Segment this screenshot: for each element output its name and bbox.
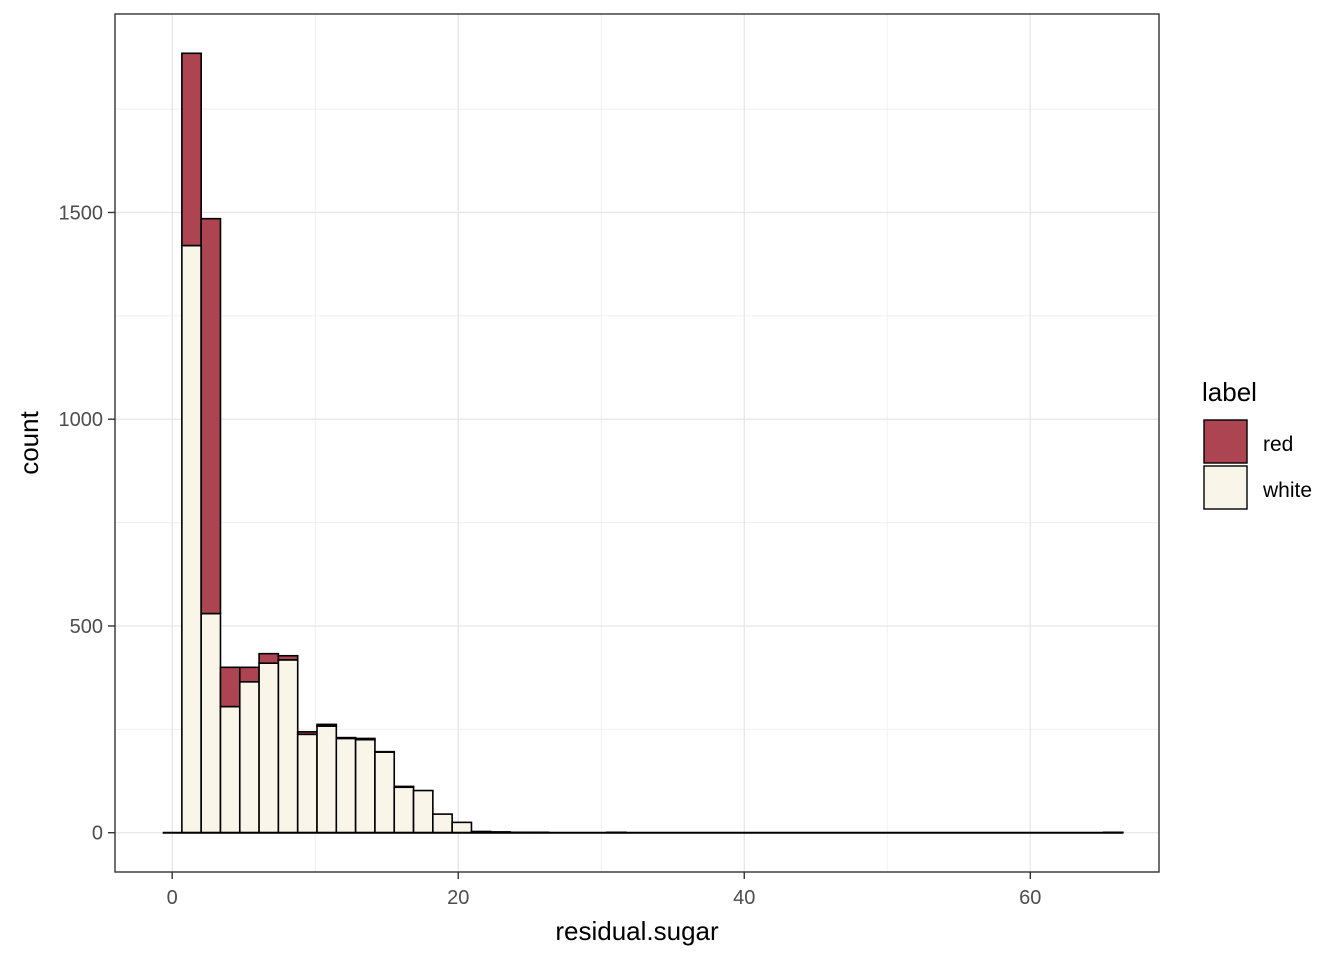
y-tick-label: 500	[70, 616, 103, 638]
bar-white	[316, 725, 338, 834]
bar-red	[238, 666, 260, 683]
bar-white	[181, 244, 202, 834]
y-tick-label: 1500	[59, 202, 104, 224]
panel-border	[114, 13, 1160, 873]
legend-label-red: red	[1263, 433, 1293, 456]
y-axis-title: count	[14, 410, 44, 474]
bar-red	[354, 737, 376, 741]
bar-white	[354, 738, 376, 834]
x-tick-label: 20	[447, 887, 469, 909]
bar-white	[335, 737, 357, 834]
bar-white	[412, 789, 434, 834]
y-axis: 0 500 1000 1500	[59, 202, 115, 845]
y-tick-label: 1000	[59, 409, 104, 431]
x-axis-title: residual.sugar	[555, 916, 719, 946]
bar-white	[432, 813, 453, 834]
x-tick-label: 60	[1019, 887, 1041, 909]
bar-red	[258, 652, 280, 664]
bar-red	[219, 666, 241, 708]
bar-white	[238, 680, 260, 834]
bar-white	[374, 751, 396, 834]
x-tick-label: 40	[733, 887, 755, 909]
bar-white	[277, 659, 299, 834]
bar-white	[451, 821, 473, 834]
bar-red	[335, 736, 357, 740]
legend: label red white	[1202, 377, 1312, 510]
bar-white	[393, 786, 415, 834]
bar-white	[296, 733, 318, 834]
bar-white	[200, 612, 222, 834]
x-tick-label: 0	[167, 887, 178, 909]
bar-red	[277, 654, 299, 661]
bar-red	[393, 785, 415, 789]
bar-red	[181, 52, 202, 247]
bar-red	[200, 217, 222, 615]
bar-white	[258, 662, 280, 834]
legend-key-white	[1203, 465, 1248, 510]
legend-title: label	[1202, 377, 1257, 407]
legend-label-white: white	[1262, 479, 1312, 502]
bar-white	[219, 705, 241, 834]
bar-red	[316, 723, 338, 727]
x-axis: 0 20 40 60	[167, 872, 1041, 909]
legend-key-red	[1203, 419, 1248, 464]
bar-red	[296, 731, 318, 736]
y-tick-label: 0	[92, 823, 103, 845]
